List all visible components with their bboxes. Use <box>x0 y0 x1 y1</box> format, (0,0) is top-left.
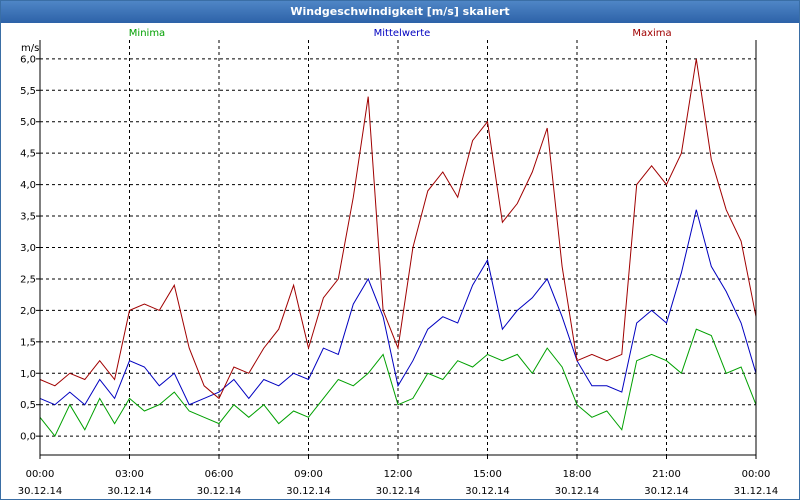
series-lines <box>39 58 757 438</box>
y-tick-label: 5,0 <box>20 117 36 128</box>
series-line-maxima <box>39 58 757 400</box>
x-tick-time: 15:00 <box>473 469 502 480</box>
x-tick-date: 30.12.14 <box>644 486 689 497</box>
x-tick-time: 06:00 <box>205 469 234 480</box>
y-tick-label: 5,5 <box>20 86 36 97</box>
x-tick-time: 00:00 <box>742 469 771 480</box>
x-tick-time: 03:00 <box>115 469 144 480</box>
y-tick-label: 3,0 <box>20 243 36 254</box>
x-tick-time: 09:00 <box>294 469 323 480</box>
x-tick-date: 30.12.14 <box>555 486 600 497</box>
y-tick-label: 0,0 <box>20 432 36 443</box>
series-line-minima <box>39 328 757 438</box>
y-axis-unit: m/s <box>21 43 39 54</box>
y-tick-label: 1,5 <box>20 337 36 348</box>
y-tick-label: 2,5 <box>20 274 36 285</box>
window-title: Windgeschwindigkeit [m/s] skaliert <box>1 1 799 23</box>
y-tick-label: 1,0 <box>20 369 36 380</box>
x-tick-time: 21:00 <box>652 469 681 480</box>
x-tick-date: 30.12.14 <box>465 486 510 497</box>
series-line-mittelwerte <box>39 209 757 406</box>
legend-maxima: Maxima <box>632 28 671 39</box>
y-tick-label: 4,0 <box>20 180 36 191</box>
legend: Minima Mittelwerte Maxima <box>129 28 672 39</box>
legend-minima: Minima <box>129 28 165 39</box>
x-tick-time: 18:00 <box>563 469 592 480</box>
x-tick-time: 00:00 <box>26 469 55 480</box>
x-tick-time: 12:00 <box>384 469 413 480</box>
axes: 0,0 0,5 1,0 1,5 2,0 2,5 3,0 3,5 4,0 4,5 5,0 5,5 6,0 0… <box>18 40 779 497</box>
y-tick-label: 6,0 <box>20 54 36 65</box>
x-tick-date: 30.12.14 <box>286 486 331 497</box>
y-tick-label: 3,5 <box>20 212 36 223</box>
x-tick-date: 30.12.14 <box>376 486 421 497</box>
y-tick-label: 0,5 <box>20 400 36 411</box>
x-tick-date: 31.12.14 <box>734 486 779 497</box>
line-chart: Minima Mittelwerte Maxima 0,0 0,5 1,0 1,5 2,0 2… <box>18 28 779 497</box>
x-tick-date: 30.12.14 <box>197 486 242 497</box>
y-tick-label: 4,5 <box>20 149 36 160</box>
x-tick-date: 30.12.14 <box>107 486 152 497</box>
y-tick-label: 2,0 <box>20 306 36 317</box>
x-tick-date: 30.12.14 <box>18 486 63 497</box>
gridlines <box>40 40 756 455</box>
legend-mittelwerte: Mittelwerte <box>374 28 431 39</box>
